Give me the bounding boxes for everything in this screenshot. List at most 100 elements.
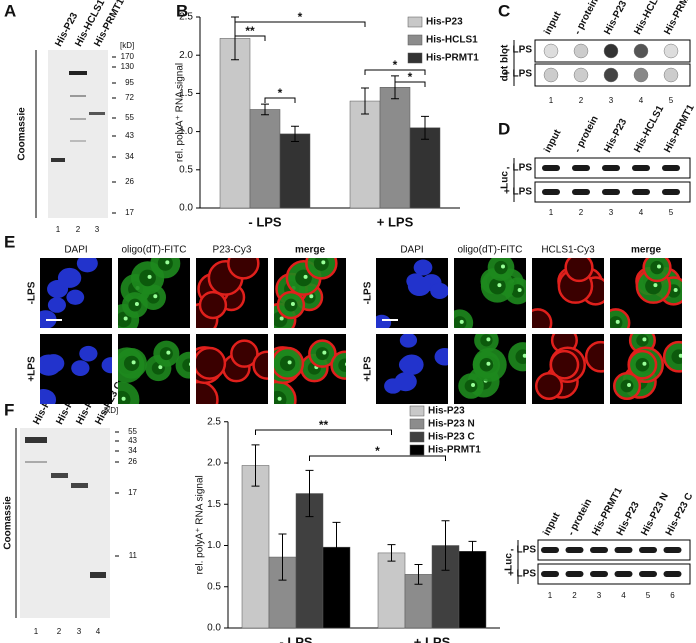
marker-label: 130 (121, 62, 135, 71)
lane-label: - protein (572, 0, 600, 37)
legend-swatch (409, 431, 425, 443)
panel-label: E (4, 232, 15, 251)
dot (663, 43, 679, 59)
spot (501, 264, 506, 269)
nucleus (430, 282, 448, 299)
blot-strip (537, 563, 691, 585)
panel-label: C (498, 1, 510, 20)
y-tick-label: 2.5 (207, 416, 221, 427)
method-label: Luc (504, 553, 515, 571)
blot-band (565, 547, 584, 553)
membrane (330, 350, 346, 380)
legend-label: His-HCLS1 (426, 35, 478, 46)
marker-label: 26 (128, 457, 137, 466)
nucleus (510, 284, 525, 298)
lane-label: His-PRMT1 (662, 102, 696, 154)
membrane (535, 371, 564, 401)
gel-band (71, 483, 88, 488)
spot (321, 260, 326, 265)
error-bar (441, 520, 450, 571)
dot (603, 43, 619, 59)
method-label: Luc (500, 171, 511, 189)
y-tick-label: 2.0 (207, 458, 221, 469)
dot (543, 67, 559, 83)
lane-label: - protein (572, 114, 600, 154)
nucleus (279, 355, 296, 371)
gel-band (51, 158, 65, 162)
significance-bracket (255, 429, 392, 435)
nucleus (182, 358, 190, 372)
y-tick-label: 1.0 (179, 126, 193, 137)
marker-label: 17 (125, 208, 134, 217)
y-tick-label: 2.5 (179, 12, 193, 23)
lane-number: 1 (56, 225, 61, 234)
lane-number: 4 (639, 208, 644, 217)
blot-band (614, 547, 633, 553)
significance-label: * (278, 86, 283, 100)
dot (633, 43, 649, 59)
bar (219, 38, 251, 209)
spot (121, 396, 126, 401)
membrane (627, 349, 658, 380)
micrograph (40, 258, 112, 328)
bar (458, 551, 487, 629)
error-bar (291, 125, 299, 143)
marker-label: 26 (125, 177, 134, 186)
spot (134, 302, 139, 307)
significance-label: ** (245, 24, 255, 38)
lane-label: His-HCLS1 (632, 0, 666, 37)
dot (543, 43, 559, 59)
lane-label: His-PRMT1 (662, 0, 696, 37)
bar (379, 87, 411, 209)
membrane (584, 340, 604, 373)
legend-swatch (409, 418, 425, 430)
spot (309, 294, 314, 299)
bar (279, 133, 311, 209)
dot (633, 67, 649, 83)
nucleus (101, 357, 112, 374)
spot (165, 260, 170, 265)
legend-label: His-P23 N (428, 419, 475, 430)
nucleus (413, 259, 433, 276)
lane-number: 2 (579, 96, 584, 105)
lane-number: 5 (669, 96, 674, 105)
micrograph (196, 258, 268, 328)
spot (322, 350, 327, 355)
lane-number: 2 (76, 225, 81, 234)
nucleus (515, 349, 526, 365)
lane-label: input (542, 127, 563, 154)
blot-band (590, 571, 608, 577)
nucleus (480, 334, 493, 347)
gel-band (70, 140, 86, 142)
channel-label: merge (295, 245, 325, 256)
row-label: - LPS (510, 545, 536, 556)
channel-label: P23-Cy3 (213, 245, 252, 256)
spot (615, 319, 620, 324)
y-axis-label: rel. polyA⁺ RNA signal (175, 63, 186, 162)
significance-label: * (298, 10, 303, 24)
micrograph (376, 334, 448, 404)
blot-band (662, 189, 680, 195)
micrograph (454, 258, 526, 328)
nucleus (434, 347, 448, 366)
spot (459, 319, 464, 324)
micrograph (196, 334, 268, 404)
membrane (305, 258, 338, 280)
unit-label: [kD] (120, 41, 134, 50)
marker-label: 170 (121, 52, 135, 61)
y-tick-label: 1.0 (207, 540, 221, 551)
spot (131, 360, 136, 365)
nucleus (376, 314, 392, 328)
spot (158, 365, 163, 370)
y-tick-label: 2.0 (179, 50, 193, 61)
significance-label: * (408, 70, 413, 84)
significance-bracket (394, 81, 426, 87)
nucleus (79, 345, 98, 362)
dot (603, 67, 619, 83)
gel-band (70, 118, 86, 120)
lane-label: His-P23 (602, 117, 629, 155)
spot (486, 361, 491, 366)
legend-label: His-PRMT1 (428, 445, 481, 456)
nucleus (454, 316, 467, 328)
